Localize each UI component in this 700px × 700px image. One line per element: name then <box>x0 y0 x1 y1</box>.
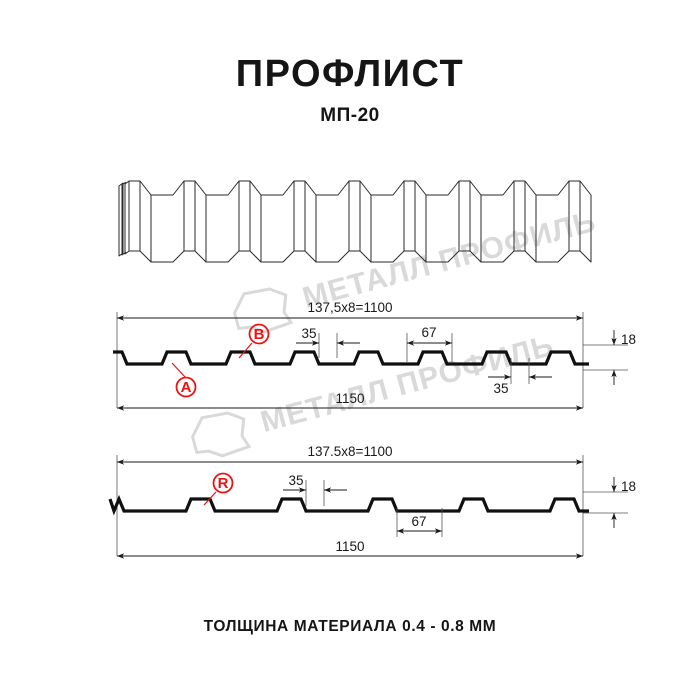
iso-left-edge-inner <box>121 181 127 256</box>
iso-web <box>205 180 240 263</box>
marker-label-r: R <box>218 475 229 492</box>
dim-crest-35: 35 <box>283 473 347 506</box>
dim-label-overall-outer: 1150 <box>335 391 364 406</box>
dim-overall-outer: 1150 <box>117 539 583 559</box>
dim-label-67: 67 <box>421 325 436 340</box>
model-designation: МП-20 <box>320 105 380 126</box>
dim-valley-67: 67 <box>406 325 453 362</box>
dim-label-18: 18 <box>621 332 636 347</box>
marker-circle <box>248 323 270 345</box>
marker-b: B <box>238 323 270 359</box>
material-thickness-note: ТОЛЩИНА МАТЕРИАЛА 0.4 - 0.8 ММ <box>203 618 497 635</box>
dim-height-18: 18 <box>611 330 636 385</box>
title-block: ПРОФЛИСТ МП-20 <box>0 55 700 127</box>
iso-web <box>150 180 185 263</box>
dim-overall-inner: 137.5x8=1100 <box>117 444 583 465</box>
dim-overall-outer: 1150 <box>117 391 583 411</box>
iso-web <box>370 180 405 263</box>
iso-web <box>315 180 350 263</box>
dim-label-67: 67 <box>411 514 426 529</box>
marker-a: A <box>171 362 197 398</box>
iso-left-edge-inner2 <box>124 180 130 255</box>
dim-label-overall-inner: 137,5x8=1100 <box>308 300 393 315</box>
marker-label-a: A <box>181 379 192 396</box>
dim-label-35-lower: 35 <box>493 381 508 396</box>
dim-overall-inner: 137,5x8=1100 <box>117 300 583 321</box>
dim-label-overall-inner: 137.5x8=1100 <box>308 444 393 459</box>
dim-label-18: 18 <box>621 479 636 494</box>
dim-label-35-upper: 35 <box>301 326 316 341</box>
dim-valley-67: 67 <box>396 508 443 537</box>
watermark-group-upper: МЕТАЛЛ ПРОФИЛЬ <box>232 205 600 334</box>
iso-left-edge <box>118 182 124 257</box>
section-a-group: 137,5x8=1100 1150 35 67 <box>113 300 636 411</box>
watermark-logo-icon <box>190 411 252 458</box>
dim-crest-35-lower: 35 <box>488 358 552 396</box>
marker-circle <box>175 376 197 398</box>
section-b-profile <box>108 494 589 516</box>
page-title: ПРОФЛИСТ <box>235 53 465 95</box>
dim-label-35: 35 <box>288 473 303 488</box>
marker-label-b: B <box>254 326 265 343</box>
leader-line <box>171 362 187 379</box>
marker-circle <box>212 472 234 494</box>
section-a-extension-lines <box>116 312 628 408</box>
section-b-group: 137.5x8=1100 1150 35 67 <box>108 444 636 559</box>
isometric-profile-view <box>118 180 592 263</box>
leader-line <box>203 491 217 506</box>
leader-line <box>238 342 253 359</box>
dim-label-overall-outer: 1150 <box>335 539 364 554</box>
dim-height-18: 18 <box>611 477 636 528</box>
iso-web <box>260 180 295 263</box>
dim-crest-35-upper: 35 <box>296 326 360 358</box>
section-a-profile <box>113 350 589 366</box>
marker-r: R <box>203 472 234 506</box>
